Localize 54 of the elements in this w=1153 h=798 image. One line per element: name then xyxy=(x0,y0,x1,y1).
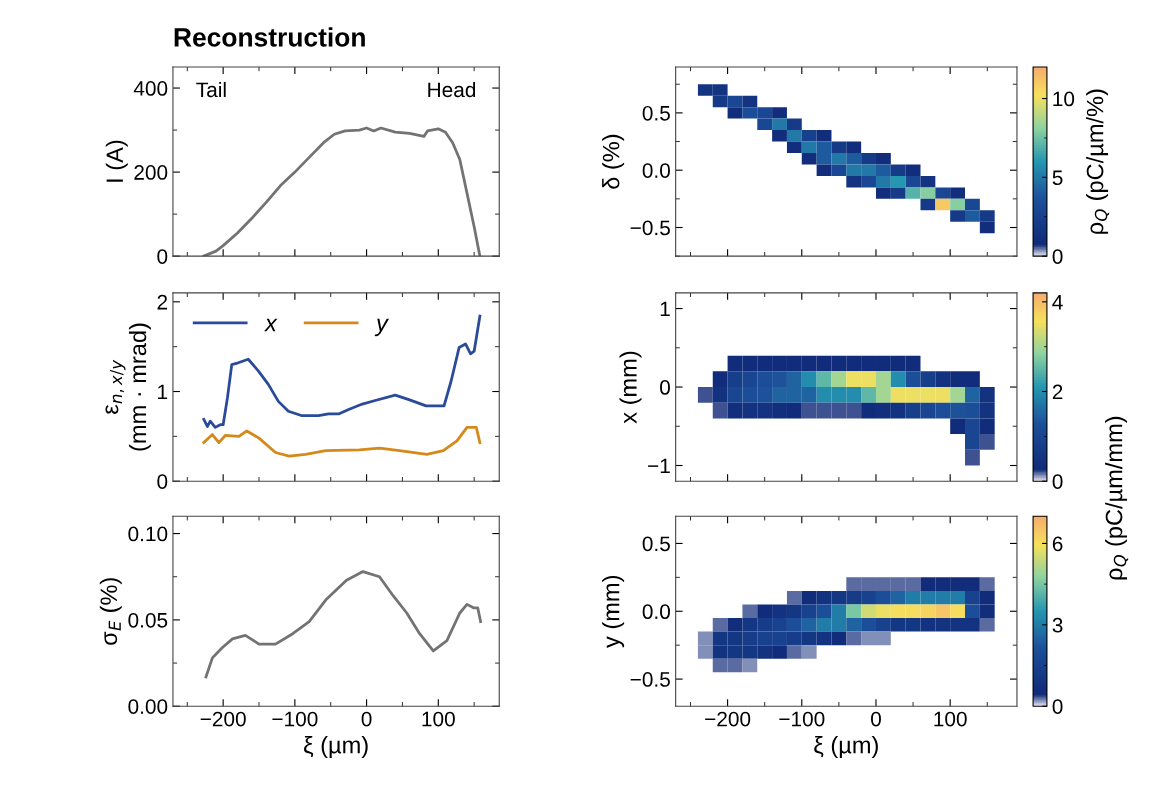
y-tick-label: 0.0 xyxy=(642,163,670,178)
color-bar-label: 3 xyxy=(1052,617,1063,633)
y-axis-title: I (A) xyxy=(105,140,128,182)
y-axis-title: y (mm) xyxy=(602,576,625,648)
color-bar-label: 0 xyxy=(1052,249,1063,264)
y-tick-label: 400 xyxy=(133,81,168,96)
legend-label: x xyxy=(264,318,278,332)
y-tick-label: 0 xyxy=(157,474,168,489)
x-tick-label: 0 xyxy=(361,711,372,727)
y-tick-label: 0.5 xyxy=(642,536,670,552)
color-bar-label: 0 xyxy=(1052,699,1063,714)
y-tick-label: 0.0 xyxy=(642,604,670,620)
line-series xyxy=(202,126,482,257)
color-bar-label: 10 xyxy=(1053,91,1075,107)
x-tick-label: 0 xyxy=(871,711,881,727)
x-tick-label: −100 xyxy=(779,711,825,727)
color-bar-label: 0 xyxy=(1052,474,1063,489)
line-series xyxy=(204,570,482,679)
legend-label: y xyxy=(374,318,389,337)
color-bar-label: 6 xyxy=(1052,536,1063,552)
chart-title: Reconstruction xyxy=(174,27,365,47)
y-tick-label: 0.5 xyxy=(642,105,670,121)
y-tick-label: −1 xyxy=(648,458,670,474)
y-axis-title: δ (%) xyxy=(602,134,625,189)
y-tick-label: 0.10 xyxy=(128,526,168,542)
line-series xyxy=(202,426,482,458)
y-tick-label: 0.00 xyxy=(128,699,168,714)
annotation: Tail xyxy=(196,81,226,98)
color-bar-label: 2 xyxy=(1052,384,1063,400)
y-tick-label: 200 xyxy=(134,165,168,180)
x-tick-label: −200 xyxy=(200,711,246,727)
y-tick-label: 0 xyxy=(660,380,670,395)
x-axis-title: ξ (µm) xyxy=(814,736,878,759)
x-axis-title: ξ (µm) xyxy=(304,736,368,759)
y-tick-label: 2 xyxy=(157,294,168,310)
y-tick-label: 1 xyxy=(660,301,670,317)
color-bar-title: ρ$_{Q}$ (pC/µm/%) xyxy=(1086,89,1110,234)
x-tick-label: −100 xyxy=(272,711,318,727)
x-tick-label: 100 xyxy=(934,711,967,727)
y-axis-title: σ$_{E}$ (%) xyxy=(99,578,122,645)
x-tick-label: −200 xyxy=(705,711,751,727)
color-bar-label: 4 xyxy=(1052,295,1063,310)
y-tick-label: 0 xyxy=(157,249,168,264)
y-tick-label: −0.5 xyxy=(630,220,670,236)
y-tick-label: 0.05 xyxy=(128,612,168,628)
y-tick-label: 1 xyxy=(158,384,168,400)
y-tick-label: −0.5 xyxy=(630,672,670,687)
x-tick-label: 100 xyxy=(422,711,455,727)
y-axis-title: ε$_{n,x/y}$ (mm · mrad) xyxy=(105,323,151,451)
color-bar-label: 5 xyxy=(1052,170,1063,186)
color-bar-title: ρ$_{Q}$ (pC/µm/mm) xyxy=(1105,416,1129,580)
y-axis-title: x (mm) xyxy=(619,351,642,424)
line-series xyxy=(202,314,482,429)
annotation: Head xyxy=(428,81,476,98)
